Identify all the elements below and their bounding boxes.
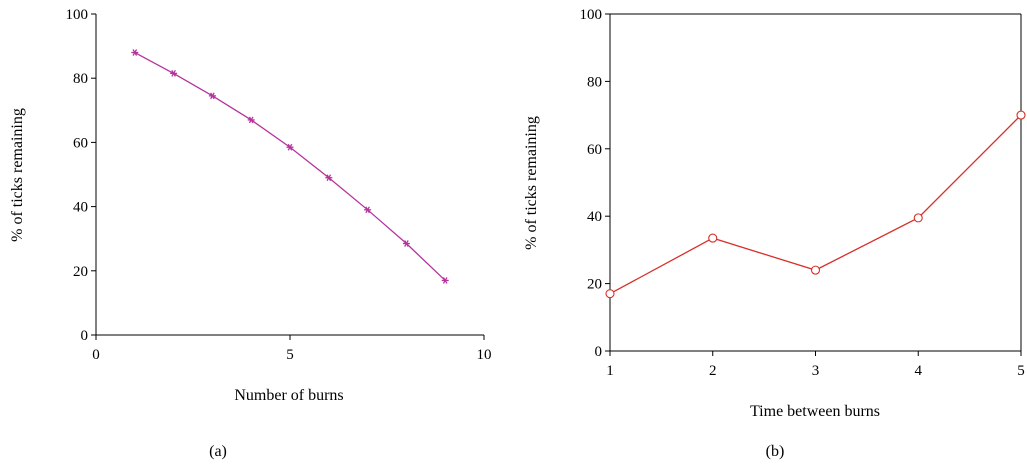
data-point [913,213,923,223]
y-tick-label: 60 [73,135,88,151]
data-point [1016,110,1026,120]
y-tick-label: 100 [580,7,603,23]
x-axis-label: Time between burns [750,403,880,420]
data-point [708,233,718,243]
x-tick-label: 5 [1017,363,1025,379]
data-point [286,143,294,151]
y-axis-label: % of ticks remaining [9,108,26,242]
data-point [402,240,410,247]
x-axis-label: Number of burns [234,387,343,404]
y-tick-label: 80 [73,71,88,87]
chart-b: 0 20 40 60 80 100 1 2 3 4 5 Time between burns % of … [523,7,1026,460]
y-tick-label: 0 [595,344,603,360]
data-point [364,206,372,214]
data-point [131,49,139,56]
data-point [810,265,821,275]
y-tick-label: 20 [73,264,88,280]
data-point [247,116,255,124]
x-tick-label: 4 [915,363,923,379]
data-point [208,92,216,100]
x-tick-label: 5 [286,347,294,363]
x-tick-label: 3 [812,363,820,379]
chart-a: 0 20 40 60 80 100 0 5 10 Number of burns % of tick… [9,7,492,460]
data-point [170,70,178,77]
y-axis-label: % of ticks remaining [523,116,540,250]
y-tick-label: 0 [81,328,89,344]
y-tick-label: 40 [73,200,88,216]
x-tick-label: 10 [477,347,492,363]
y-tick-label: 60 [587,142,602,158]
y-tick-label: 100 [66,7,89,23]
data-point [441,277,449,284]
x-tick-label: 2 [709,363,717,379]
x-tick-label: 1 [606,363,614,379]
data-point [325,174,333,182]
y-tick-label: 40 [587,209,602,225]
panel-label: (a) [209,443,227,460]
y-tick-label: 80 [587,74,602,90]
x-tick-label: 0 [92,347,100,363]
panel-label: (b) [766,443,785,460]
series-line [134,51,446,281]
y-tick-label: 20 [587,277,602,293]
data-point [605,289,615,299]
